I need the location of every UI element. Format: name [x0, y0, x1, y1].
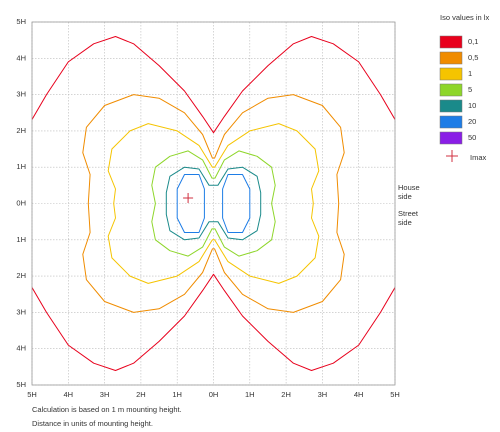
y-tick-label: 2H — [16, 271, 26, 280]
x-tick-label: 5H — [27, 390, 37, 399]
x-tick-label: 1H — [172, 390, 182, 399]
x-tick-label: 3H — [318, 390, 328, 399]
iso-line — [107, 123, 320, 284]
iso-lines — [32, 36, 395, 371]
legend-swatch — [439, 115, 463, 129]
legend-swatch — [439, 99, 463, 113]
y-tick-label: 4H — [16, 53, 26, 62]
legend-title: Iso values in lx — [440, 13, 489, 22]
iso-line — [222, 174, 251, 233]
x-tick-label: 3H — [100, 390, 110, 399]
y-tick-label: 1H — [16, 235, 26, 244]
x-tick-label: 5H — [390, 390, 400, 399]
legend-label: 10 — [468, 101, 476, 110]
note: Calculation is based on 1 m mounting hei… — [32, 405, 182, 414]
labels: 5H 4H 3H 2H 1H 0H 1H 2H 3H 4H 5H5H4H3H2H1H0H1H2H3H… — [16, 17, 399, 399]
x-tick-label: 1H — [245, 390, 255, 399]
legend-label: 5 — [468, 85, 472, 94]
legend-swatch — [439, 51, 463, 65]
x-tick-label: 4H — [64, 390, 74, 399]
y-tick-label: 4H — [16, 344, 26, 353]
legend-swatch — [439, 131, 463, 145]
iso-line — [32, 36, 395, 371]
plot-frame — [31, 21, 396, 386]
y-tick-label: 1H — [16, 162, 26, 171]
side-label-line: House — [398, 183, 420, 192]
legend-label: 0,5 — [468, 53, 478, 62]
legend-label: Imax — [470, 153, 487, 162]
legend-label: 0,1 — [468, 37, 478, 46]
note: Distance in units of mounting height. — [32, 419, 153, 428]
legend-label: 50 — [468, 133, 476, 142]
side-label: House side — [398, 183, 420, 201]
iso-line — [176, 174, 205, 233]
legend-label: 20 — [468, 117, 476, 126]
y-tick-label: 3H — [16, 307, 26, 316]
legend-imax-symbol — [446, 150, 458, 162]
legend-swatch — [439, 67, 463, 81]
y-tick-label: 5H — [16, 380, 26, 389]
grid — [31, 21, 396, 386]
legend-swatch — [439, 35, 463, 49]
side-label: Street side — [398, 209, 419, 227]
iso-line — [165, 166, 262, 241]
x-tick-label: 2H — [281, 390, 291, 399]
side-label-line: Street — [398, 209, 419, 218]
y-tick-label: 0H — [16, 198, 26, 207]
y-tick-label: 5H — [16, 17, 26, 26]
y-tick-label: 2H — [16, 126, 26, 135]
imax-marker — [183, 193, 194, 204]
x-tick-label: 4H — [354, 390, 364, 399]
legend-swatch — [439, 83, 463, 97]
x-tick-label: 0H — [209, 390, 219, 399]
iso-line — [151, 150, 276, 257]
legend-label: 1 — [468, 69, 472, 78]
side-label-line: side — [398, 218, 412, 227]
iso-line — [82, 94, 345, 313]
side-label-line: side — [398, 192, 412, 201]
x-tick-label: 2H — [136, 390, 146, 399]
y-tick-label: 3H — [16, 90, 26, 99]
